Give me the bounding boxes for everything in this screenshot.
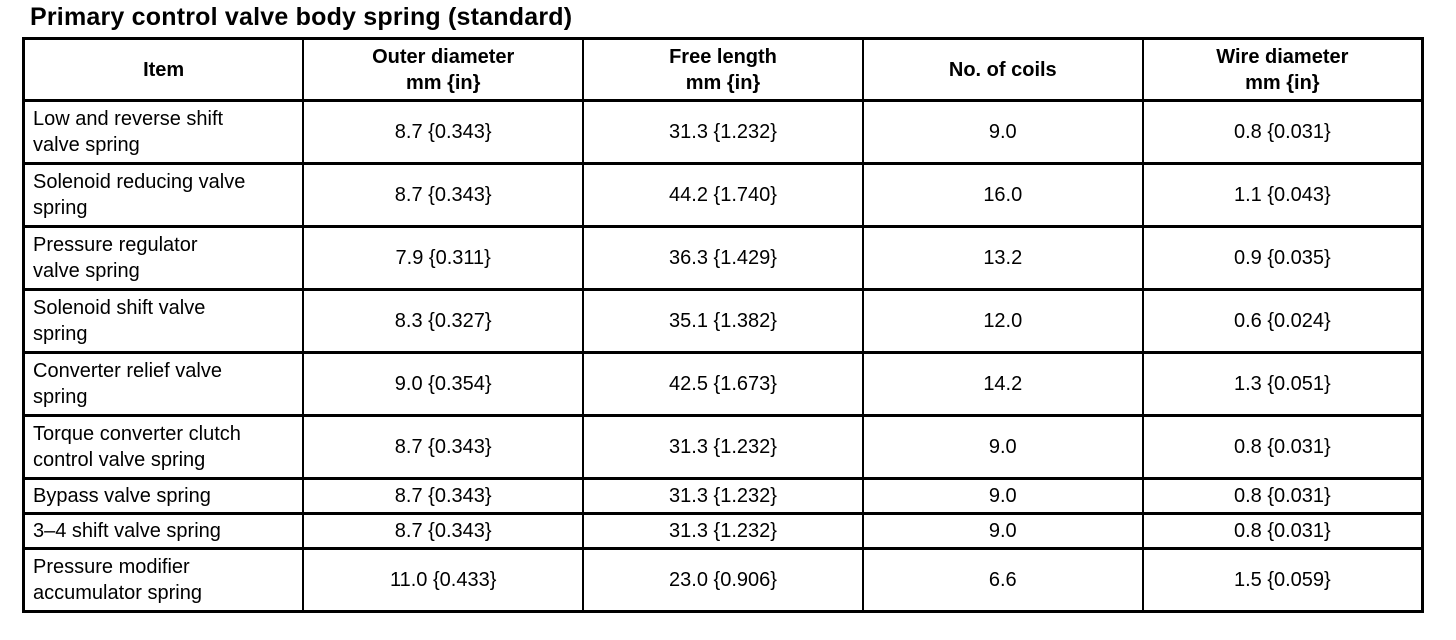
col-header-item: Item xyxy=(22,37,305,102)
wire-diameter-cell: 0.6 {0.024} xyxy=(1141,288,1424,354)
table-row: 3–4 shift valve spring 8.7 {0.343} 31.3 … xyxy=(22,512,1424,550)
col-header-no-of-coils: No. of coils xyxy=(861,37,1144,102)
free-length-cell: 44.2 {1.740} xyxy=(582,162,864,228)
no-of-coils-cell: 6.6 xyxy=(861,547,1144,613)
outer-diameter-cell: 8.3 {0.327} xyxy=(302,288,585,354)
table-row: Pressure regulator valve spring 7.9 {0.3… xyxy=(22,225,1424,291)
table-row: Solenoid shift valve spring 8.3 {0.327} … xyxy=(22,288,1424,354)
no-of-coils-cell: 9.0 xyxy=(861,512,1144,550)
table-row: Solenoid reducing valve spring 8.7 {0.34… xyxy=(22,162,1424,228)
outer-diameter-cell: 9.0 {0.354} xyxy=(302,351,585,417)
col-header-wire-diameter: Wire diameter mm {in} xyxy=(1141,37,1424,102)
outer-diameter-cell: 7.9 {0.311} xyxy=(302,225,585,291)
no-of-coils-cell: 14.2 xyxy=(861,351,1144,417)
outer-diameter-cell: 11.0 {0.433} xyxy=(302,547,585,613)
wire-diameter-cell: 0.8 {0.031} xyxy=(1141,414,1424,480)
table-row: Bypass valve spring 8.7 {0.343} 31.3 {1.… xyxy=(22,477,1424,515)
item-cell: Solenoid shift valve spring xyxy=(22,288,305,354)
item-cell: Bypass valve spring xyxy=(22,477,305,515)
free-length-cell: 36.3 {1.429} xyxy=(582,225,864,291)
outer-diameter-cell: 8.7 {0.343} xyxy=(302,414,585,480)
item-cell: Pressure regulator valve spring xyxy=(22,225,305,291)
item-cell: Pressure modifier accumulator spring xyxy=(22,547,305,613)
wire-diameter-cell: 1.5 {0.059} xyxy=(1141,547,1424,613)
table-row: Converter relief valve spring 9.0 {0.354… xyxy=(22,351,1424,417)
col-header-free-length: Free length mm {in} xyxy=(582,37,864,102)
table-row: Torque converter clutch control valve sp… xyxy=(22,414,1424,480)
no-of-coils-cell: 12.0 xyxy=(861,288,1144,354)
free-length-cell: 31.3 {1.232} xyxy=(582,512,864,550)
no-of-coils-cell: 13.2 xyxy=(861,225,1144,291)
no-of-coils-cell: 9.0 xyxy=(861,99,1144,165)
outer-diameter-cell: 8.7 {0.343} xyxy=(302,99,585,165)
free-length-cell: 42.5 {1.673} xyxy=(582,351,864,417)
outer-diameter-cell: 8.7 {0.343} xyxy=(302,162,585,228)
wire-diameter-cell: 1.3 {0.051} xyxy=(1141,351,1424,417)
free-length-cell: 35.1 {1.382} xyxy=(582,288,864,354)
table-row: Pressure modifier accumulator spring 11.… xyxy=(22,547,1424,613)
page-title: Primary control valve body spring (stand… xyxy=(30,3,573,31)
item-cell: Torque converter clutch control valve sp… xyxy=(22,414,305,480)
wire-diameter-cell: 0.8 {0.031} xyxy=(1141,512,1424,550)
item-cell: Converter relief valve spring xyxy=(22,351,305,417)
free-length-cell: 31.3 {1.232} xyxy=(582,477,864,515)
outer-diameter-cell: 8.7 {0.343} xyxy=(302,477,585,515)
wire-diameter-cell: 1.1 {0.043} xyxy=(1141,162,1424,228)
spring-spec-table: Item Outer diameter mm {in} Free length … xyxy=(22,37,1424,613)
header-row: Item Outer diameter mm {in} Free length … xyxy=(22,37,1424,102)
no-of-coils-cell: 9.0 xyxy=(861,414,1144,480)
outer-diameter-cell: 8.7 {0.343} xyxy=(302,512,585,550)
wire-diameter-cell: 0.9 {0.035} xyxy=(1141,225,1424,291)
col-header-outer-diameter: Outer diameter mm {in} xyxy=(302,37,585,102)
free-length-cell: 31.3 {1.232} xyxy=(582,414,864,480)
item-cell: 3–4 shift valve spring xyxy=(22,512,305,550)
free-length-cell: 23.0 {0.906} xyxy=(582,547,864,613)
table-row: Low and reverse shift valve spring 8.7 {… xyxy=(22,99,1424,165)
wire-diameter-cell: 0.8 {0.031} xyxy=(1141,477,1424,515)
item-cell: Low and reverse shift valve spring xyxy=(22,99,305,165)
no-of-coils-cell: 16.0 xyxy=(861,162,1144,228)
free-length-cell: 31.3 {1.232} xyxy=(582,99,864,165)
item-cell: Solenoid reducing valve spring xyxy=(22,162,305,228)
no-of-coils-cell: 9.0 xyxy=(861,477,1144,515)
wire-diameter-cell: 0.8 {0.031} xyxy=(1141,99,1424,165)
